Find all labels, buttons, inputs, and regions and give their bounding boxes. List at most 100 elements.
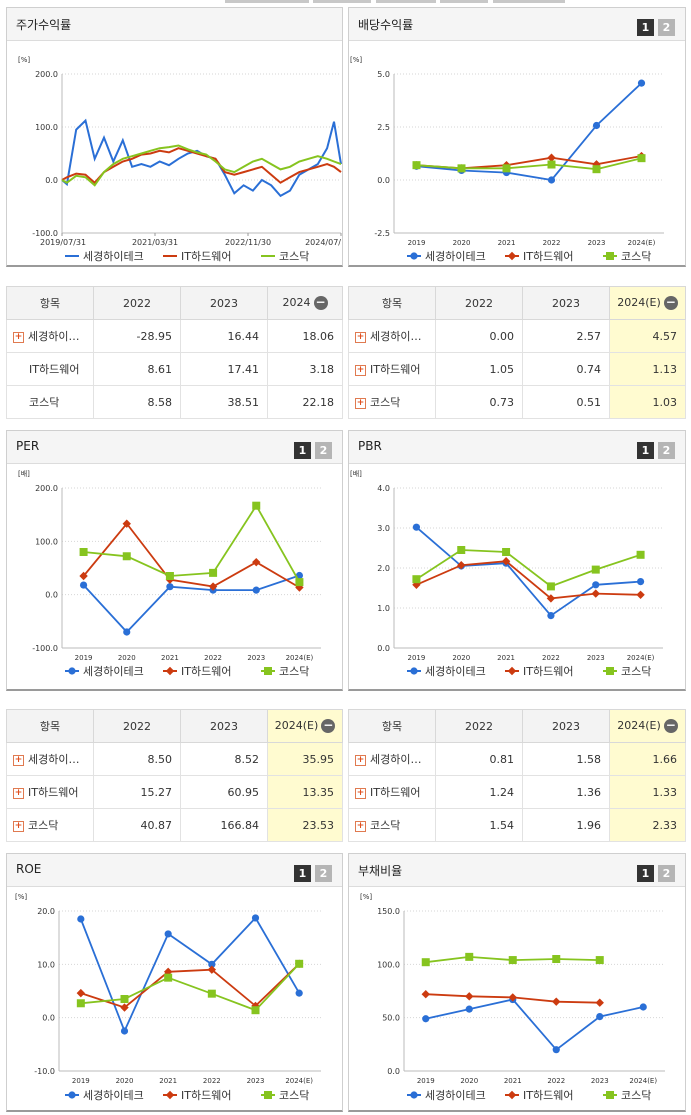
table-cell: 0.00 [435, 319, 523, 353]
column-header: 2022 [93, 286, 181, 320]
data-point [412, 161, 421, 170]
expand-icon[interactable]: + [355, 331, 366, 343]
row-name: 세경하이… [28, 753, 80, 766]
view-1-button[interactable]: 1 [637, 442, 654, 459]
view-2-button[interactable]: 2 [658, 865, 675, 882]
column-header-label: 항목 [39, 297, 61, 310]
view-1-button[interactable]: 1 [637, 19, 654, 36]
expand-icon[interactable]: + [13, 331, 24, 343]
data-point [295, 989, 303, 997]
table-cell: 0.73 [435, 385, 523, 419]
legend-marker [165, 666, 175, 676]
expand-icon[interactable]: + [13, 787, 24, 799]
view-2-button[interactable]: 2 [658, 19, 675, 36]
view-2-button[interactable]: 2 [658, 442, 675, 459]
x-tick-label: 2022 [203, 1077, 221, 1085]
data-point [295, 578, 304, 587]
table-row: + 세경하이… -28.95 16.44 18.06 [6, 319, 343, 353]
table-row: + 세경하이… 0.81 1.58 1.66 [348, 742, 686, 776]
table-cell: 166.84 [180, 808, 268, 842]
table-cell: 8.50 [93, 742, 181, 776]
y-tick-label: -2.5 [374, 229, 390, 238]
row-name-cell: + 코스닥 [348, 808, 436, 842]
legend-label: 세경하이테크 [425, 1088, 486, 1102]
collapse-icon[interactable]: − [321, 718, 336, 733]
table-cell: 15.27 [93, 775, 181, 809]
expand-icon[interactable]: + [13, 754, 24, 766]
collapse-icon[interactable]: − [313, 295, 328, 310]
legend-marker [507, 666, 517, 676]
expand-icon[interactable]: + [355, 397, 366, 409]
view-1-button[interactable]: 1 [294, 865, 311, 882]
table-cell: 8.52 [180, 742, 268, 776]
y-tick-label: -100.0 [32, 229, 58, 238]
expand-icon[interactable]: + [355, 820, 366, 832]
x-tick-label: 2023 [591, 1077, 609, 1085]
table-cell: 40.87 [93, 808, 181, 842]
column-header: 2024− [267, 286, 343, 320]
collapse-icon[interactable]: − [663, 295, 678, 310]
y-tick-label: -100.0 [32, 644, 58, 653]
expand-icon[interactable]: + [355, 787, 366, 799]
data-point [79, 571, 88, 581]
panel-title: ROE [16, 862, 42, 876]
view-2-button[interactable]: 2 [315, 442, 332, 459]
table-cell: 1.05 [435, 352, 523, 386]
x-tick-label: 2020 [118, 654, 136, 662]
y-unit-label: [%] [350, 56, 362, 64]
data-point [122, 519, 131, 528]
legend-label: 세경하이테크 [83, 664, 144, 678]
x-tick-label: 2019 [75, 654, 93, 662]
table-row: + IT하드웨어 15.27 60.95 13.35 [6, 775, 343, 809]
table-cell: 35.95 [267, 742, 343, 776]
table-cell: 16.44 [180, 319, 268, 353]
y-tick-label: 150.0 [377, 907, 400, 916]
data-point [508, 956, 517, 965]
x-tick-label: 2022 [547, 1077, 565, 1085]
view-1-button[interactable]: 1 [294, 442, 311, 459]
x-tick-label: 2024(E) [628, 239, 656, 247]
view-2-button[interactable]: 2 [315, 865, 332, 882]
data-point [552, 1046, 560, 1054]
legend-marker [68, 1091, 76, 1099]
x-tick-label: 2021 [498, 239, 516, 247]
data-point [592, 160, 601, 169]
data-point [502, 164, 511, 173]
panel-title: 부채비율 [358, 864, 403, 878]
column-header-label: 2023 [552, 296, 580, 310]
row-name: 코스닥 [28, 819, 59, 832]
expand-icon[interactable]: + [355, 754, 366, 766]
collapse-icon[interactable]: − [663, 718, 678, 733]
y-tick-label: 10.0 [37, 960, 55, 969]
legend-label: 세경하이테크 [425, 664, 486, 678]
column-header: 2024(E) − [267, 709, 343, 743]
expand-icon[interactable]: + [355, 364, 366, 376]
y-tick-label: -10.0 [34, 1067, 55, 1076]
row-name-cell: + 세경하이… [6, 742, 94, 776]
data-point [547, 612, 555, 620]
column-header-label: 2024(E) [274, 719, 319, 732]
row-name-cell: + 코스닥 [348, 385, 436, 419]
x-tick-label: 2019 [408, 239, 426, 247]
pbr-table: 항목 2022 2023 2024(E) − + 세경하이… 0.81 1.58 1.66 + IT하… [348, 709, 686, 842]
table-row: + 코스닥 0.73 0.51 1.03 [348, 385, 686, 419]
data-point [595, 956, 604, 965]
expand-icon[interactable]: + [13, 820, 24, 832]
table-cell: 3.18 [267, 352, 343, 386]
data-point [295, 959, 304, 968]
table-cell: 1.13 [609, 352, 686, 386]
table-cell: 18.06 [267, 319, 343, 353]
row-name-cell: + 세경하이… [6, 319, 94, 353]
x-tick-label: 2024(E) [627, 654, 655, 662]
data-point [595, 998, 604, 1007]
x-tick-label: 2020 [452, 654, 470, 662]
view-1-button[interactable]: 1 [637, 865, 654, 882]
table-header-row: 항목 2022 2023 2024(E) − [348, 286, 686, 320]
data-point [122, 552, 131, 561]
x-tick-label: 2024(E) [285, 1077, 313, 1085]
column-header: 항목 [348, 709, 436, 743]
row-name: 코스닥 [370, 819, 401, 832]
